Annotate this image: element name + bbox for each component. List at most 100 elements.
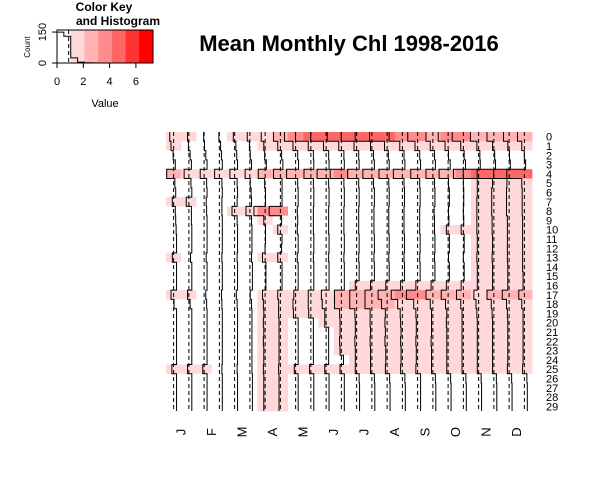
- heatmap-cell: [257, 336, 274, 347]
- heatmap-cell: [364, 197, 380, 207]
- heatmap-cell: [257, 252, 274, 263]
- heatmap-cell: [303, 271, 319, 282]
- heatmap-cell: [501, 187, 518, 198]
- heatmap-cell: [349, 392, 365, 403]
- heatmap-cell: [471, 271, 487, 282]
- heatmap-cell: [394, 215, 411, 226]
- heatmap-cell: [166, 280, 182, 291]
- row-label: 28: [546, 392, 558, 404]
- row-label: 9: [546, 215, 552, 227]
- heatmap-cell: [272, 243, 289, 254]
- heatmap-cell: [303, 364, 319, 375]
- row-label: 19: [546, 308, 558, 320]
- heatmap-cell: [349, 299, 365, 310]
- heatmap-cell: [196, 252, 213, 263]
- heatmap-cell: [227, 197, 243, 207]
- heatmap-cell: [196, 271, 213, 282]
- color-key-title-line1: Color Key: [76, 0, 133, 14]
- row-label: 20: [546, 318, 558, 330]
- heatmap-cell: [272, 132, 289, 142]
- heatmap-cell: [425, 280, 441, 291]
- heatmap-cell: [333, 197, 350, 207]
- heatmap-cell: [440, 280, 457, 291]
- heatmap-cell: [333, 159, 350, 170]
- heatmap-cell: [486, 271, 502, 282]
- heatmap-cell: [196, 215, 213, 226]
- heatmap-cell: [425, 187, 441, 198]
- heatmap-cell: [394, 308, 411, 319]
- heatmap-cell: [227, 364, 243, 375]
- row-label: 16: [546, 280, 558, 292]
- chart-title: Mean Monthly Chl 1998-2016: [199, 31, 499, 56]
- heatmap-cell: [394, 336, 411, 347]
- heatmap-cell: [410, 364, 426, 375]
- heatmap-cell: [516, 392, 533, 403]
- heatmap-cell: [410, 392, 426, 403]
- color-key-frame: [56, 29, 154, 64]
- heatmap-cell: [227, 159, 243, 170]
- color-key-strip: [57, 30, 72, 63]
- heatmap-cell: [364, 243, 380, 254]
- heatmap-cell: [272, 225, 289, 235]
- heatmap-cell: [181, 299, 197, 310]
- heatmap-cell: [349, 243, 365, 254]
- heatmap-cell: [349, 355, 365, 365]
- color-key-strips: [57, 30, 154, 63]
- heatmap-cell: [364, 132, 380, 142]
- row-label: 14: [546, 262, 558, 274]
- heatmap-cell: [333, 243, 350, 254]
- heatmap-cell: [181, 280, 197, 291]
- heatmap-cell: [394, 187, 411, 198]
- heatmap-cell: [410, 225, 426, 235]
- heatmap-cell: [181, 187, 197, 198]
- heatmap-cell: [394, 252, 411, 263]
- heatmap-cell: [516, 327, 533, 337]
- heatmap-cell: [318, 271, 335, 282]
- heatmap-cell: [272, 327, 289, 337]
- heatmap-cell: [501, 327, 518, 337]
- heatmap-cell: [501, 280, 518, 291]
- heatmap-cell: [364, 159, 380, 170]
- heatmap-cell: [227, 355, 243, 365]
- heatmap-cell: [242, 336, 258, 347]
- heatmap-cell: [272, 187, 289, 198]
- row-label: 23: [546, 346, 558, 358]
- heatmap-cell: [471, 243, 487, 254]
- heatmap-cell: [303, 215, 319, 226]
- row-label: 15: [546, 271, 558, 283]
- color-key-title-line2: and Histogram: [76, 14, 160, 28]
- color-key-strip: [70, 30, 85, 63]
- heatmap-cell: [440, 336, 457, 347]
- heatmap-cell: [242, 327, 258, 337]
- heatmap-cell: [288, 308, 304, 319]
- heatmap-cell: [303, 392, 319, 403]
- heatmap-cell: [196, 159, 213, 170]
- heatmap-cell: [318, 280, 335, 291]
- column-trace: [268, 132, 284, 411]
- heatmap-cell: [227, 308, 243, 319]
- heatmap-cell: [257, 159, 274, 170]
- heatmap-cell: [379, 336, 396, 347]
- heatmap-cell: [211, 132, 228, 142]
- heatmap-cell: [166, 355, 182, 365]
- column-trace: [199, 132, 208, 411]
- row-label: 5: [546, 178, 552, 190]
- heatmap-cell: [440, 225, 457, 235]
- heatmap-cell: [196, 187, 213, 198]
- heatmap-cell: [333, 336, 350, 347]
- heatmap-cell: [303, 355, 319, 365]
- heatmap-cell: [227, 327, 243, 337]
- column-trace: [369, 132, 391, 411]
- color-key-ylabel: Count: [23, 36, 32, 58]
- heatmap-cell: [410, 215, 426, 226]
- heatmap-cell: [318, 252, 335, 263]
- heatmap-cell: [349, 336, 365, 347]
- heatmap-cell: [501, 197, 518, 207]
- heatmap-cell: [516, 243, 533, 254]
- heatmap-cell: [318, 336, 335, 347]
- month-label: O: [448, 427, 463, 437]
- heatmap-cell: [211, 243, 228, 254]
- heatmap-cell: [516, 215, 533, 226]
- heatmap-cell: [379, 355, 396, 365]
